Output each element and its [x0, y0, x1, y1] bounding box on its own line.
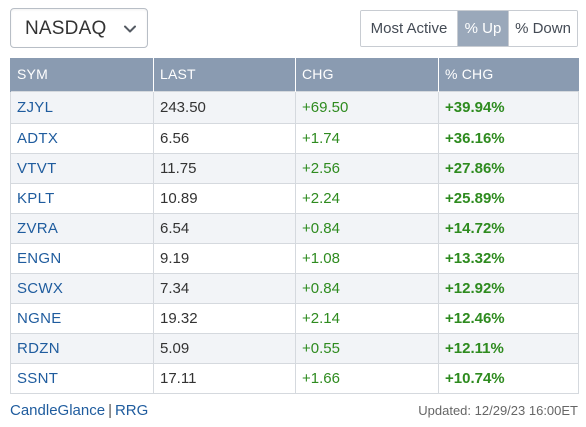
cell-pct-chg: +36.16%	[438, 122, 579, 154]
cell-chg: +1.08	[295, 242, 439, 274]
cell-last: 10.89	[153, 182, 296, 214]
exchange-select[interactable]: NASDAQ	[10, 8, 148, 48]
table-row[interactable]: NGNE 19.32 +2.14 +12.46%	[10, 302, 579, 334]
cell-pct-chg: +12.46%	[438, 302, 579, 334]
exchange-select-value: NASDAQ	[25, 18, 107, 39]
cell-chg: +2.14	[295, 302, 439, 334]
cell-chg: +1.74	[295, 122, 439, 154]
symbol-link[interactable]: RDZN	[17, 339, 60, 357]
cell-pct-chg: +12.11%	[438, 332, 579, 364]
cell-chg: +2.56	[295, 152, 439, 184]
cell-last: 11.75	[153, 152, 296, 184]
table-row[interactable]: RDZN 5.09 +0.55 +12.11%	[10, 332, 579, 364]
cell-sym: SSNT	[10, 362, 154, 394]
footer-links: CandleGlance | RRG	[10, 402, 148, 419]
mover-filter-group: Most Active % Up % Down	[360, 10, 578, 47]
cell-last: 19.32	[153, 302, 296, 334]
updated-timestamp: Updated: 12/29/23 16:00ET	[418, 403, 578, 418]
cell-last: 7.34	[153, 272, 296, 304]
percent-down-button[interactable]: % Down	[508, 11, 577, 46]
cell-last: 17.11	[153, 362, 296, 394]
cell-pct-chg: +13.32%	[438, 242, 579, 274]
table-row[interactable]: ADTX 6.56 +1.74 +36.16%	[10, 122, 579, 154]
table-row[interactable]: SCWX 7.34 +0.84 +12.92%	[10, 272, 579, 304]
cell-sym: SCWX	[10, 272, 154, 304]
rrg-link[interactable]: RRG	[114, 402, 149, 419]
cell-sym: RDZN	[10, 332, 154, 364]
symbol-link[interactable]: ZJYL	[17, 98, 54, 116]
footer-separator: |	[108, 402, 112, 419]
table-row[interactable]: VTVT 11.75 +2.56 +27.86%	[10, 152, 579, 184]
top-movers-table: SYM LAST CHG % CHG ZJYL 243.50 +69.50 +39.9…	[10, 58, 579, 394]
symbol-link[interactable]: NGNE	[17, 309, 62, 327]
table-header-row: SYM LAST CHG % CHG	[10, 58, 579, 91]
table-row[interactable]: ZVRA 6.54 +0.84 +14.72%	[10, 212, 579, 244]
chevron-down-icon	[124, 25, 136, 33]
cell-sym: VTVT	[10, 152, 154, 184]
table-row[interactable]: ZJYL 243.50 +69.50 +39.94%	[10, 90, 579, 124]
symbol-link[interactable]: VTVT	[17, 159, 57, 177]
table-row[interactable]: ENGN 9.19 +1.08 +13.32%	[10, 242, 579, 274]
cell-chg: +69.50	[295, 90, 439, 124]
percent-up-button[interactable]: % Up	[457, 11, 508, 46]
cell-chg: +0.84	[295, 272, 439, 304]
cell-last: 6.54	[153, 212, 296, 244]
cell-pct-chg: +25.89%	[438, 182, 579, 214]
cell-last: 5.09	[153, 332, 296, 364]
most-active-button[interactable]: Most Active	[361, 11, 457, 46]
candleglance-link[interactable]: CandleGlance	[10, 402, 106, 419]
cell-sym: ZVRA	[10, 212, 154, 244]
cell-chg: +0.55	[295, 332, 439, 364]
symbol-link[interactable]: ENGN	[17, 249, 62, 267]
symbol-link[interactable]: KPLT	[17, 189, 55, 207]
cell-sym: ADTX	[10, 122, 154, 154]
table-row[interactable]: KPLT 10.89 +2.24 +25.89%	[10, 182, 579, 214]
cell-pct-chg: +27.86%	[438, 152, 579, 184]
cell-chg: +0.84	[295, 212, 439, 244]
cell-last: 6.56	[153, 122, 296, 154]
cell-last: 243.50	[153, 90, 296, 124]
cell-sym: ENGN	[10, 242, 154, 274]
table-body: ZJYL 243.50 +69.50 +39.94% ADTX 6.56 +1.74 +36.…	[10, 90, 579, 394]
cell-pct-chg: +14.72%	[438, 212, 579, 244]
cell-chg: +2.24	[295, 182, 439, 214]
cell-sym: KPLT	[10, 182, 154, 214]
symbol-link[interactable]: SCWX	[17, 279, 64, 297]
symbol-link[interactable]: ADTX	[17, 129, 59, 147]
cell-last: 9.19	[153, 242, 296, 274]
symbol-link[interactable]: ZVRA	[17, 219, 59, 237]
cell-pct-chg: +39.94%	[438, 90, 579, 124]
column-header-pct-chg[interactable]: % CHG	[438, 58, 579, 91]
cell-sym: ZJYL	[10, 90, 154, 124]
cell-pct-chg: +12.92%	[438, 272, 579, 304]
symbol-link[interactable]: SSNT	[17, 369, 59, 387]
column-header-last[interactable]: LAST	[153, 58, 296, 91]
column-header-sym[interactable]: SYM	[10, 58, 154, 91]
cell-pct-chg: +10.74%	[438, 362, 579, 394]
cell-chg: +1.66	[295, 362, 439, 394]
column-header-chg[interactable]: CHG	[295, 58, 439, 91]
table-row[interactable]: SSNT 17.11 +1.66 +10.74%	[10, 362, 579, 394]
cell-sym: NGNE	[10, 302, 154, 334]
